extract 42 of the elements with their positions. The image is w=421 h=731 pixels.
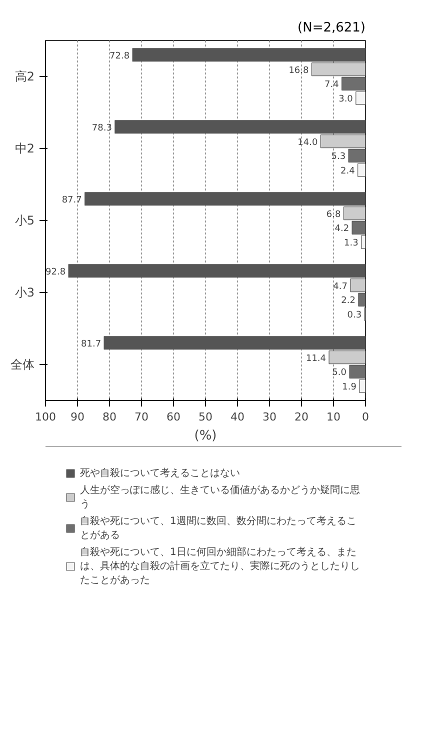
- x-axis-title: (%): [194, 428, 217, 444]
- x-tick-label: 100: [35, 410, 56, 424]
- data-label: 4.7: [333, 282, 348, 292]
- data-label: 87.7: [62, 195, 82, 206]
- data-label: 4.2: [334, 224, 350, 234]
- text: (N=2,621): [298, 20, 366, 36]
- x-tick-label: 70: [134, 410, 148, 424]
- data-label: 5.3: [331, 152, 346, 162]
- data-label: 81.7: [81, 339, 102, 350]
- x-tick-label: 30: [262, 410, 276, 424]
- x-tick-label: 40: [230, 410, 244, 424]
- y-tick-label: 高2: [14, 70, 35, 84]
- x-tick-label: 60: [166, 410, 180, 424]
- x-tick-label: 0: [362, 410, 369, 424]
- y-tick-label: 小5: [14, 214, 35, 228]
- legend-label: 人生が空っぽに感じ、生きている価値があるかどうか疑問に思う: [80, 484, 360, 511]
- data-label: 72.8: [110, 51, 130, 62]
- data-label: 5.0: [332, 368, 347, 378]
- x-tick-label: 90: [70, 410, 84, 424]
- legend-label: 死や自殺について考えることはない: [80, 466, 240, 480]
- x-tick-label: 10: [326, 410, 340, 424]
- x-tick-label: 50: [198, 410, 212, 424]
- data-label: 2.4: [340, 166, 356, 177]
- y-tick-label: 小3: [14, 286, 35, 300]
- data-label: 6.8: [326, 210, 342, 220]
- data-label: 3.0: [338, 94, 354, 105]
- data-label: 1.9: [342, 382, 357, 393]
- data-label: 11.4: [306, 354, 326, 364]
- data-label: 2.2: [341, 296, 356, 306]
- data-label: 1.3: [344, 238, 358, 249]
- x-tick-label: 20: [294, 410, 308, 424]
- data-label: 14.0: [298, 138, 318, 148]
- data-label: 7.4: [324, 80, 340, 90]
- y-tick-label: 全体: [10, 358, 34, 372]
- data-label: 0.3: [347, 310, 362, 321]
- data-label: 92.8: [46, 267, 66, 278]
- data-label: 16.8: [288, 66, 310, 76]
- data-label: 78.3: [92, 123, 112, 134]
- x-tick-label: 80: [102, 410, 116, 424]
- legend-label: 自殺や死について、1日に何回か細部にわたって考える、または、具体的な自殺の計画を立てたり、実際に死のうとしたりしたことがあった: [80, 546, 360, 587]
- legend-label: 自殺や死について、1週間に数回、数分間にわたって考えることがある: [80, 514, 356, 542]
- y-tick-label: 中2: [14, 142, 35, 156]
